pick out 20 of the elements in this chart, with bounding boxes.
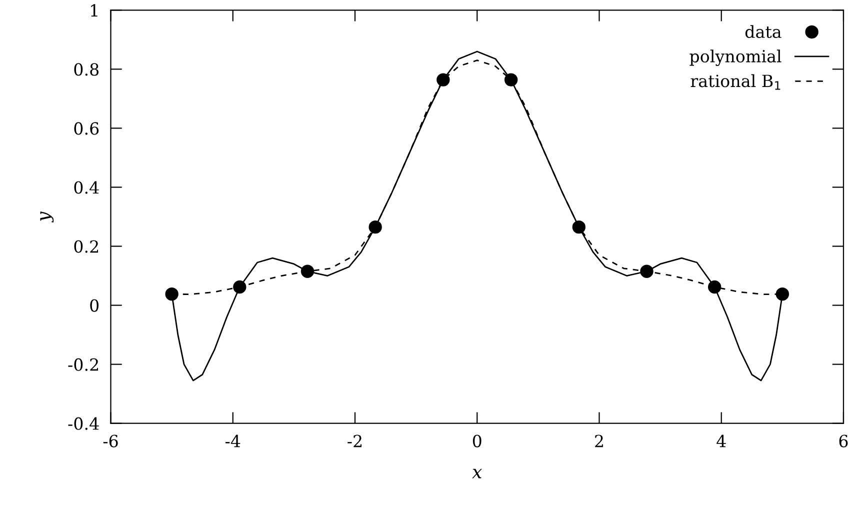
- y-tick-label: -0.4: [68, 417, 99, 430]
- x-tick-label: 4: [716, 434, 726, 448]
- y-tick-label: -0.2: [68, 358, 98, 371]
- x-tick-label: -2: [348, 434, 362, 448]
- legend-label: polynomial: [690, 50, 782, 66]
- y-tick-label: 0.4: [74, 181, 99, 194]
- y-axis-title: y: [40, 211, 54, 223]
- y-tick-label: 0.2: [74, 240, 98, 253]
- x-tick-label: -4: [225, 434, 240, 448]
- x-tick-label: 2: [595, 434, 603, 448]
- legend-label: rational B$_{1}$: [690, 74, 780, 90]
- y-tick-label: 0.8: [74, 63, 99, 76]
- x-tick-label: -6: [103, 434, 118, 448]
- x-tick-label: 6: [839, 434, 848, 448]
- x-tick-label: 0: [472, 434, 482, 448]
- y-tick-label: 1: [91, 4, 98, 16]
- legend-label: data: [745, 25, 782, 38]
- y-tick-label: 0: [90, 299, 99, 312]
- x-axis-title: x: [472, 468, 482, 478]
- y-tick-label: 0.6: [74, 122, 99, 135]
